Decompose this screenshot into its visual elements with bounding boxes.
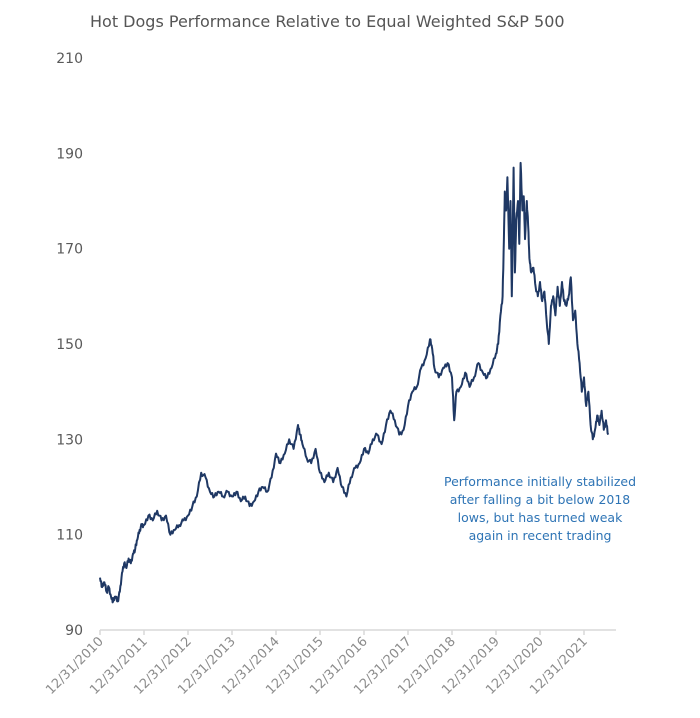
y-tick-label: 130	[56, 432, 83, 448]
y-tick-label: 170	[56, 242, 83, 258]
y-axis: 210 190 170 150 130 110 90	[56, 51, 83, 639]
y-tick-label: 210	[56, 51, 83, 67]
annotation-line-2: after falling a bit below 2018	[450, 492, 631, 507]
y-tick-label: 90	[65, 623, 83, 639]
annotation: Performance initially stabilized after f…	[444, 474, 636, 543]
annotation-line-4: again in recent trading	[469, 528, 612, 543]
y-tick-label: 110	[56, 528, 83, 544]
y-tick-label: 190	[56, 146, 83, 162]
chart-title: Hot Dogs Performance Relative to Equal W…	[90, 12, 565, 31]
series-line	[99, 161, 610, 604]
y-tick-label: 150	[56, 337, 83, 353]
annotation-line-1: Performance initially stabilized	[444, 474, 636, 489]
annotation-line-3: lows, but has turned weak	[458, 510, 623, 525]
x-axis: 12/31/201012/31/201112/31/201212/31/2013…	[43, 630, 591, 698]
